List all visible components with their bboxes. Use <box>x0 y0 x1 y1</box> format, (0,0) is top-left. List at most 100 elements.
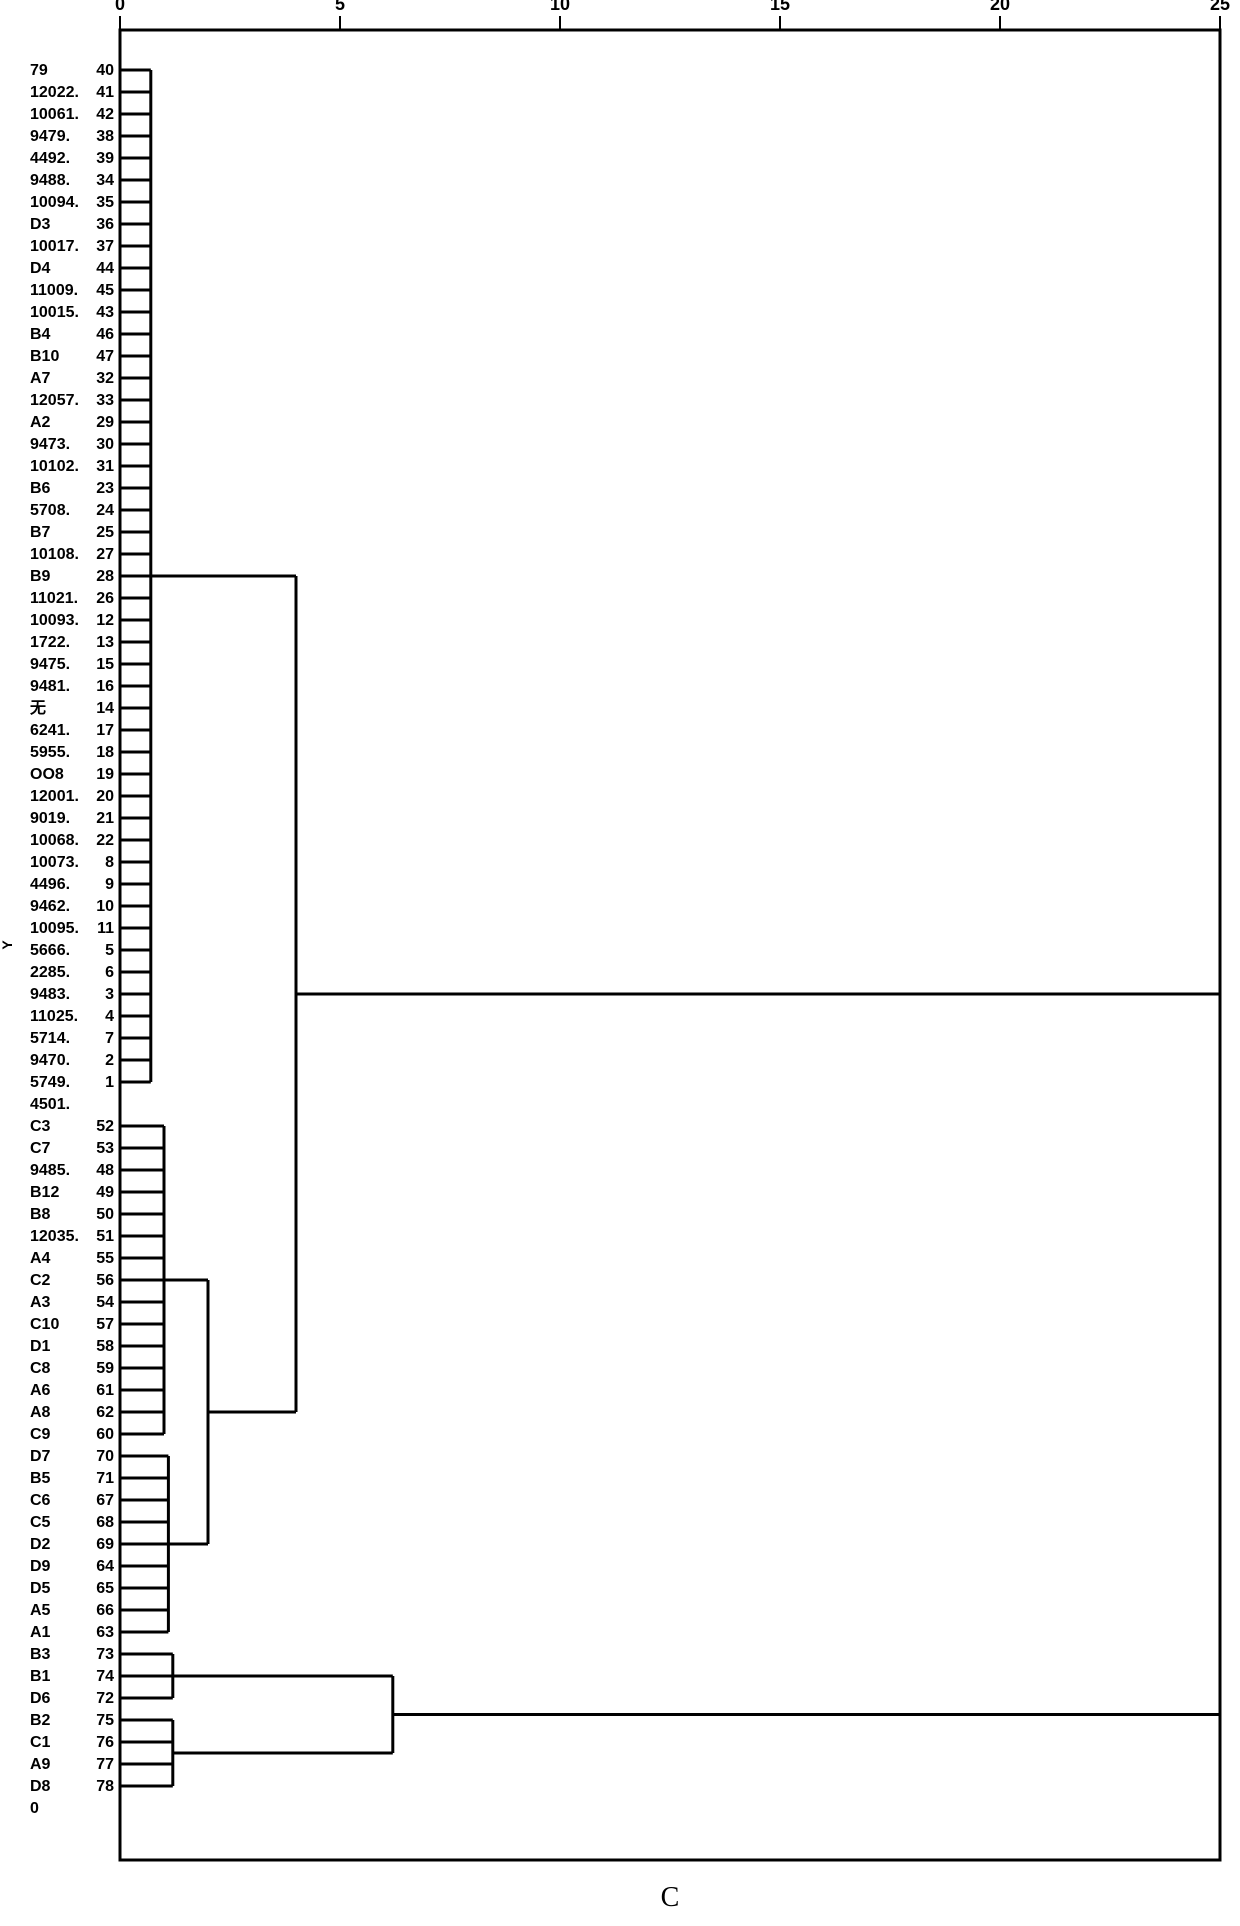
row-label-primary: C10 <box>30 1316 59 1333</box>
row-label-secondary: 28 <box>96 568 114 585</box>
plot-border <box>120 30 1220 1860</box>
row-label-secondary: 74 <box>96 1668 114 1685</box>
row-label-primary: 12057. <box>30 392 79 409</box>
row-label-secondary: 65 <box>96 1580 114 1597</box>
row-label-primary: 5666. <box>30 942 70 959</box>
row-label-secondary: 63 <box>96 1624 114 1641</box>
row-label-primary: A4 <box>30 1250 51 1267</box>
row-label-secondary: 43 <box>96 304 114 321</box>
row-label-primary: C3 <box>30 1118 51 1135</box>
row-label-secondary: 58 <box>96 1338 114 1355</box>
x-tick-label: 5 <box>335 0 345 14</box>
row-label-secondary: 10 <box>96 898 114 915</box>
row-label-primary: 79 <box>30 62 48 79</box>
row-label-primary: 无 <box>29 699 46 717</box>
row-label-secondary: 42 <box>96 106 114 123</box>
row-label-primary: 9485. <box>30 1162 70 1179</box>
row-label-primary: 12001. <box>30 788 79 805</box>
row-label-primary: B3 <box>30 1646 51 1663</box>
row-label-secondary: 32 <box>96 370 114 387</box>
row-label-primary: 5708. <box>30 502 70 519</box>
row-label-secondary: 4 <box>105 1008 114 1025</box>
row-label-secondary: 15 <box>96 656 114 673</box>
row-label-primary: A6 <box>30 1382 51 1399</box>
row-label-primary: D9 <box>30 1558 51 1575</box>
footer-label: C <box>661 1882 680 1913</box>
row-label-primary: 10102. <box>30 458 79 475</box>
row-label-primary: 0 <box>30 1800 39 1817</box>
row-label-secondary: 64 <box>96 1558 114 1575</box>
row-label-secondary: 31 <box>96 458 114 475</box>
row-label-primary: A3 <box>30 1294 51 1311</box>
x-tick-label: 10 <box>550 0 570 14</box>
row-label-primary: 9473. <box>30 436 70 453</box>
row-label-secondary: 36 <box>96 216 114 233</box>
row-label-secondary: 78 <box>96 1778 114 1795</box>
row-label-secondary: 26 <box>96 590 114 607</box>
row-label-primary: D5 <box>30 1580 51 1597</box>
row-label-secondary: 67 <box>96 1492 114 1509</box>
row-label-secondary: 14 <box>96 700 114 717</box>
row-label-secondary: 38 <box>96 128 114 145</box>
row-label-primary: A7 <box>30 370 51 387</box>
row-label-primary: 12022. <box>30 84 79 101</box>
row-label-secondary: 61 <box>96 1382 114 1399</box>
row-label-secondary: 6 <box>105 964 114 981</box>
row-label-primary: 10015. <box>30 304 79 321</box>
row-label-secondary: 56 <box>96 1272 114 1289</box>
row-label-primary: 12035. <box>30 1228 79 1245</box>
dendrogram-figure: 0510152025Y794012022.4110061.429479.3844… <box>0 0 1240 1926</box>
row-label-secondary: 45 <box>96 282 114 299</box>
row-label-secondary: 69 <box>96 1536 114 1553</box>
row-label-primary: A2 <box>30 414 51 431</box>
row-label-primary: 10108. <box>30 546 79 563</box>
x-tick-label: 20 <box>990 0 1010 14</box>
row-label-primary: 4501. <box>30 1096 70 1113</box>
dendrogram-svg: 0510152025Y794012022.4110061.429479.3844… <box>0 0 1240 1926</box>
x-tick-label: 25 <box>1210 0 1230 14</box>
row-label-primary: 9462. <box>30 898 70 915</box>
row-label-secondary: 27 <box>96 546 114 563</box>
row-label-primary: 9483. <box>30 986 70 1003</box>
row-label-primary: D2 <box>30 1536 51 1553</box>
x-tick-label: 0 <box>115 0 125 14</box>
row-label-secondary: 35 <box>96 194 114 211</box>
row-label-primary: B9 <box>30 568 51 585</box>
row-label-secondary: 47 <box>96 348 114 365</box>
row-label-secondary: 68 <box>96 1514 114 1531</box>
row-label-secondary: 16 <box>96 678 114 695</box>
row-label-secondary: 73 <box>96 1646 114 1663</box>
row-label-primary: 9479. <box>30 128 70 145</box>
row-label-secondary: 9 <box>105 876 114 893</box>
row-label-secondary: 37 <box>96 238 114 255</box>
row-label-primary: A9 <box>30 1756 51 1773</box>
row-label-primary: D4 <box>30 260 51 277</box>
row-label-secondary: 5 <box>105 942 114 959</box>
row-label-secondary: 75 <box>96 1712 114 1729</box>
row-label-secondary: 49 <box>96 1184 114 1201</box>
row-label-primary: 11021. <box>30 590 78 607</box>
row-label-secondary: 40 <box>96 62 114 79</box>
row-label-primary: B2 <box>30 1712 51 1729</box>
row-label-primary: 9488. <box>30 172 70 189</box>
row-label-secondary: 46 <box>96 326 114 343</box>
row-label-secondary: 41 <box>96 84 114 101</box>
row-label-secondary: 48 <box>96 1162 114 1179</box>
row-label-secondary: 39 <box>96 150 114 167</box>
row-label-primary: A5 <box>30 1602 51 1619</box>
row-label-secondary: 30 <box>96 436 114 453</box>
row-label-secondary: 1 <box>105 1074 114 1091</box>
row-label-primary: 9470. <box>30 1052 70 1069</box>
row-label-secondary: 44 <box>96 260 114 277</box>
row-label-secondary: 3 <box>105 986 114 1003</box>
row-label-secondary: 57 <box>96 1316 114 1333</box>
row-label-primary: 10068. <box>30 832 79 849</box>
row-label-secondary: 51 <box>96 1228 114 1245</box>
row-label-secondary: 62 <box>96 1404 114 1421</box>
row-label-primary: C1 <box>30 1734 51 1751</box>
row-label-secondary: 59 <box>96 1360 114 1377</box>
row-label-secondary: 55 <box>96 1250 114 1267</box>
row-label-primary: B5 <box>30 1470 51 1487</box>
row-label-secondary: 20 <box>96 788 114 805</box>
row-label-primary: D3 <box>30 216 51 233</box>
